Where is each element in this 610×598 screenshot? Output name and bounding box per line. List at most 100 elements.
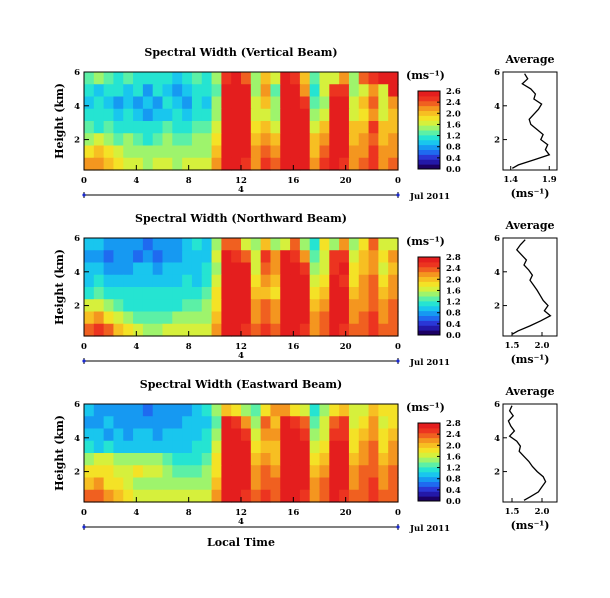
heatmap-cell: [103, 311, 115, 325]
heatmap-cell: [201, 416, 213, 430]
heatmap-cell: [191, 287, 203, 300]
heatmap-cell: [280, 262, 291, 276]
heatmap-cell: [299, 404, 311, 417]
x-tick-label: 12: [235, 176, 247, 186]
heatmap-cell: [172, 453, 183, 466]
heatmap-cell: [172, 157, 183, 171]
heatmap-cell: [142, 465, 154, 479]
heatmap-cell: [388, 250, 399, 264]
heatmap-cell: [319, 311, 330, 325]
heatmap-cell: [368, 465, 379, 479]
heatmap-cell: [201, 262, 213, 276]
heatmap-cell: [123, 477, 134, 491]
x-tick-label: 8: [186, 176, 192, 186]
heatmap-cell: [388, 157, 399, 171]
heatmap-cell: [339, 404, 350, 417]
heatmap-cell: [368, 96, 379, 110]
heatmap-cell: [299, 145, 311, 159]
heatmap-cell: [93, 416, 105, 430]
profile-line: [507, 405, 547, 501]
x-tick-label: 0: [81, 508, 87, 518]
heatmap-cell: [368, 323, 379, 337]
heatmap-cell: [211, 121, 222, 134]
heatmap-cell: [329, 453, 340, 466]
heatmap-cell: [133, 323, 144, 337]
heatmap-cell: [162, 477, 173, 491]
heatmap-cell: [133, 96, 144, 110]
heatmap-cell: [309, 121, 321, 134]
heatmap-cell: [201, 465, 213, 479]
heatmap-cell: [152, 72, 164, 85]
heatmap-cell: [211, 96, 222, 110]
colorbar-segment: [418, 462, 440, 468]
heatmap-cell: [388, 121, 399, 134]
heatmap-cell: [133, 489, 144, 503]
heatmap-cell: [123, 287, 134, 300]
heatmap-cell: [231, 84, 242, 98]
heatmap-cell: [329, 274, 340, 288]
heatmap-cell: [221, 84, 232, 98]
heatmap-cell: [250, 145, 262, 159]
heatmap-cell: [231, 145, 242, 159]
heatmap-cell: [290, 287, 301, 300]
heatmap-cell: [191, 477, 203, 491]
heatmap-cell: [388, 311, 399, 325]
heatmap-cell: [231, 287, 242, 300]
heatmap-cell: [280, 72, 291, 85]
heatmap-cell: [201, 157, 213, 171]
heatmap-cell: [388, 274, 399, 288]
heatmap-cell: [270, 96, 281, 110]
y-axis-title: Height (km): [53, 83, 66, 159]
heatmap-cell: [299, 157, 311, 171]
heatmap-cell: [133, 121, 144, 134]
heatmap-cell: [378, 238, 389, 251]
heatmap-cell: [319, 287, 330, 300]
heatmap-cell: [113, 465, 124, 479]
heatmap-cell: [162, 489, 173, 503]
heatmap-cell: [93, 477, 105, 491]
heatmap-cell: [142, 477, 154, 491]
colorbar-segment: [418, 296, 440, 302]
heatmap-cell: [162, 453, 173, 466]
heatmap-cell: [270, 440, 281, 454]
profile-frame: [502, 403, 558, 503]
heatmap-cell: [309, 323, 321, 337]
y-tick-label: 6: [74, 234, 80, 244]
heatmap-cell: [290, 477, 301, 491]
heatmap-cell: [84, 121, 95, 134]
heatmap-cell: [280, 299, 291, 313]
heatmap-cell: [339, 287, 350, 300]
heatmap-cell: [348, 72, 360, 85]
heatmap-cell: [241, 96, 252, 110]
heatmap-cell: [319, 323, 330, 337]
heatmap-cell: [142, 274, 154, 288]
heatmap-cell: [172, 145, 183, 159]
heatmap-cell: [93, 96, 105, 110]
heatmap-cell: [290, 84, 301, 98]
heatmap-cell: [319, 274, 330, 288]
heatmap-cell: [221, 121, 232, 134]
heatmap-cell: [152, 404, 164, 417]
heatmap-cell: [339, 440, 350, 454]
heatmap-cell: [182, 262, 193, 276]
heatmap-cell: [339, 145, 350, 159]
colorbar-segment: [418, 159, 440, 165]
heatmap-cell: [133, 157, 144, 171]
colorbar-segment: [418, 110, 440, 116]
heatmap-cell: [358, 465, 370, 479]
heatmap-cell: [103, 250, 115, 264]
heatmap-cell: [231, 108, 242, 122]
heatmap-cell: [84, 274, 95, 288]
heatmap-cell: [378, 145, 389, 159]
heatmap-cell: [290, 428, 301, 442]
heatmap-cell: [299, 428, 311, 442]
heatmap-cell: [201, 287, 213, 300]
heatmap-cell: [172, 428, 183, 442]
heatmap-cell: [280, 287, 291, 300]
heatmap-cell: [348, 287, 360, 300]
profile-x-tick-label: 1.4: [503, 175, 518, 185]
heatmap-cell: [358, 84, 370, 98]
colorbar-segment: [418, 432, 440, 439]
heatmap-cell: [250, 440, 262, 454]
heatmap-cell: [280, 238, 291, 251]
